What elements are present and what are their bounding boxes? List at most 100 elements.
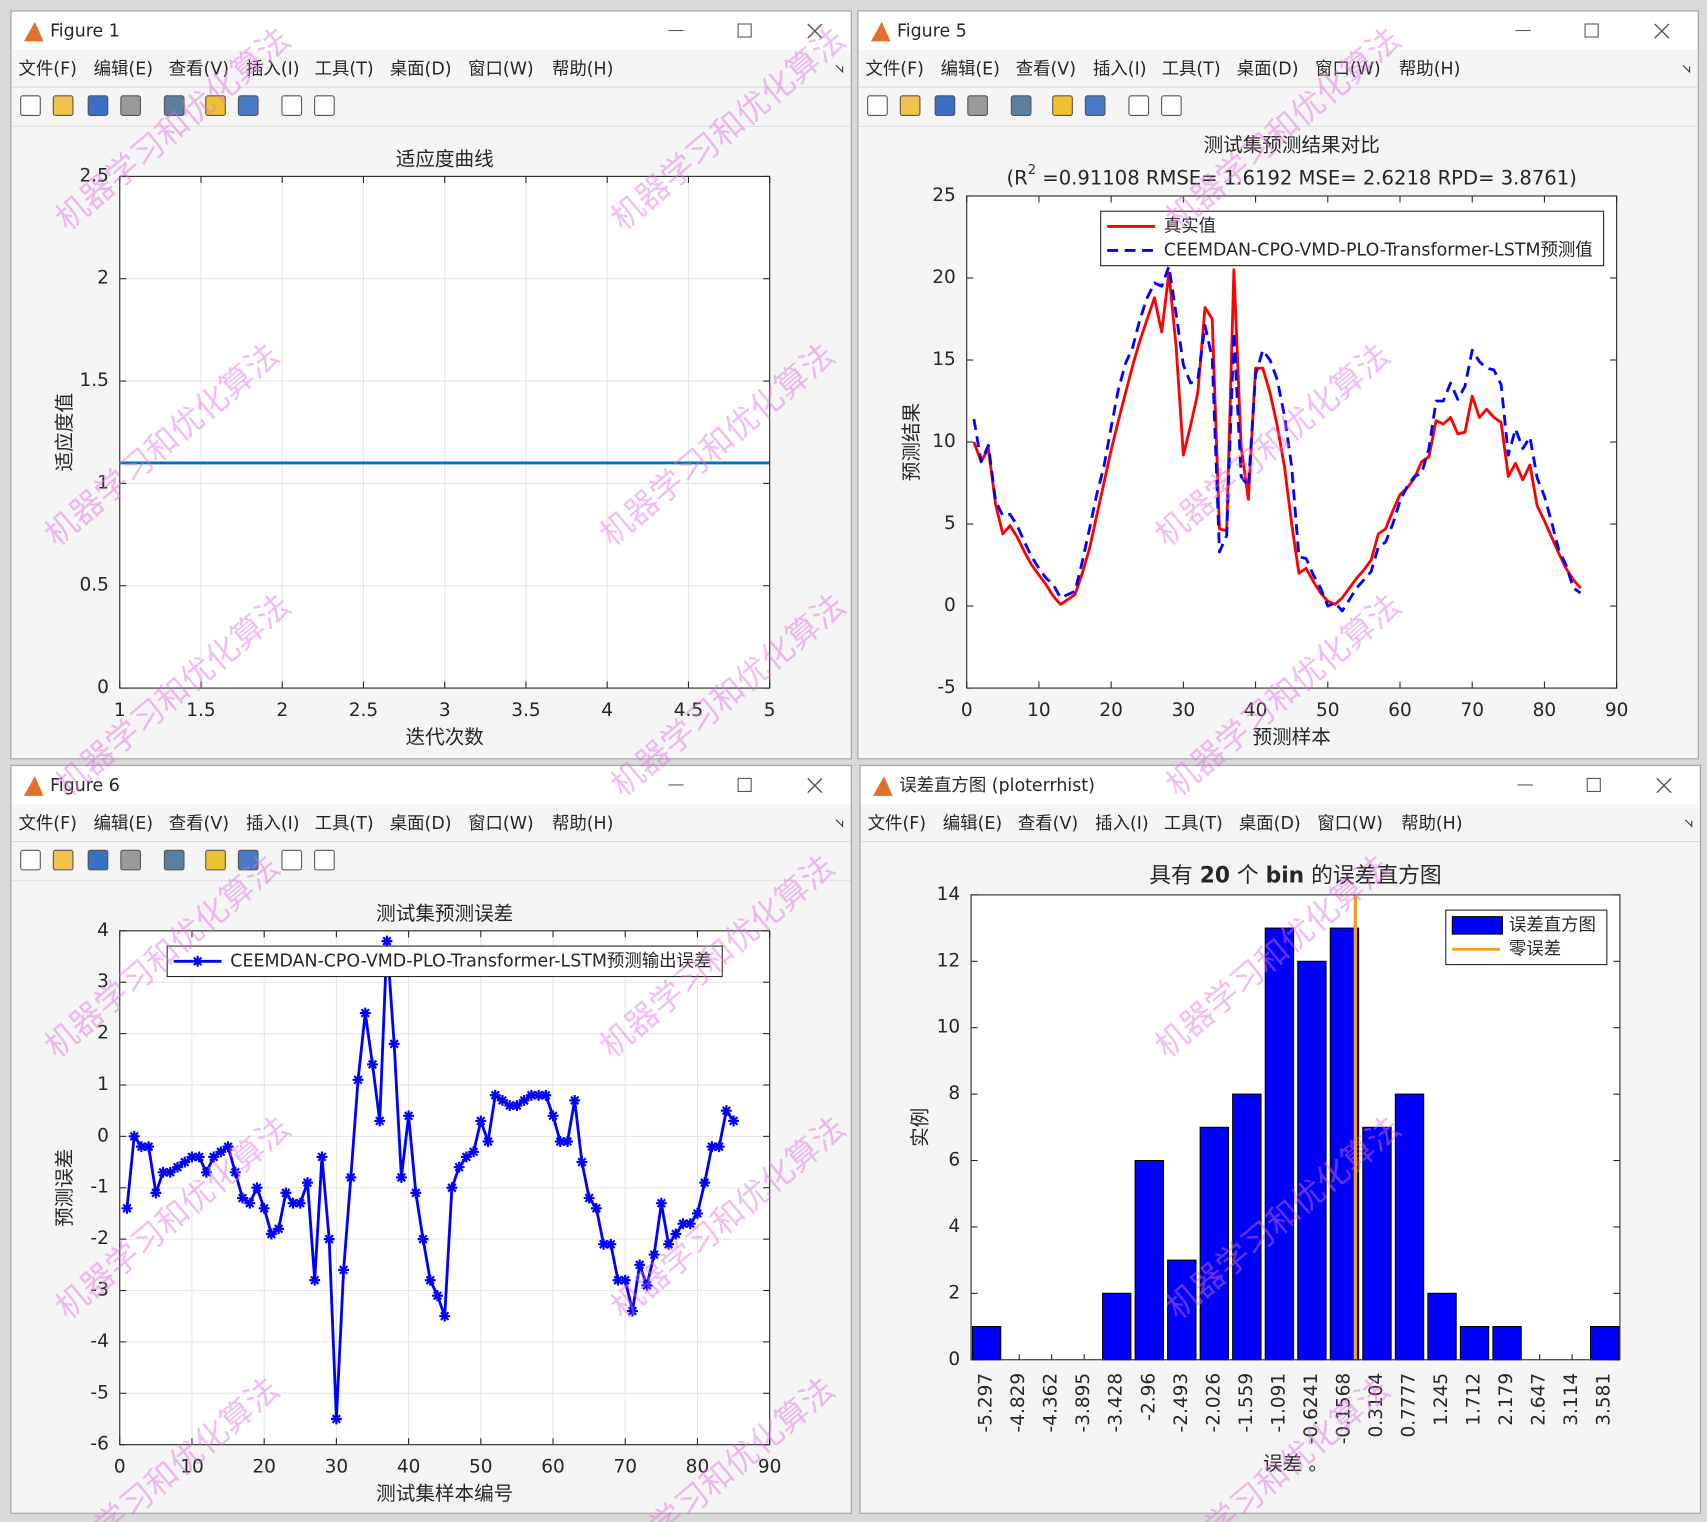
toolbar-button[interactable] [87, 849, 109, 871]
toolbar-button[interactable] [205, 849, 226, 871]
data-marker [583, 1192, 595, 1204]
close-button[interactable] [1656, 777, 1672, 794]
data-marker [540, 1089, 552, 1101]
maximize-button[interactable] [1586, 777, 1601, 793]
menu-item[interactable]: 编辑(E) [943, 814, 1002, 834]
menu-item[interactable]: 工具(T) [315, 60, 374, 80]
y-tick-label: 14 [937, 884, 961, 905]
toolbar-button[interactable] [237, 849, 259, 871]
data-marker [634, 1259, 646, 1271]
toolbar-button[interactable] [314, 849, 335, 871]
menu-item[interactable]: 查看(V) [169, 814, 229, 834]
toolbar-button[interactable] [1010, 95, 1032, 116]
toolbar-button[interactable] [967, 95, 988, 116]
maximize-button[interactable] [1584, 23, 1599, 38]
menu-item[interactable]: 窗口(W) [1317, 814, 1383, 834]
y-tick-label: 2.5 [79, 165, 108, 186]
toolbar-button[interactable] [899, 95, 921, 116]
bar [1427, 1292, 1457, 1361]
x-tick-label: 0.3104 [1366, 1373, 1387, 1438]
toolbar-button[interactable] [1161, 95, 1182, 116]
y-tick-label: 12 [937, 950, 961, 971]
menu-item[interactable]: 桌面(D) [390, 814, 452, 834]
legend-label: CEEMDAN-CPO-VMD-PLO-Transformer-LSTM预测输出… [230, 951, 711, 971]
menu-item[interactable]: 帮助(H) [552, 60, 613, 80]
data-marker [323, 1233, 335, 1245]
toolbar-button[interactable] [281, 95, 303, 116]
x-tick-label: 1.5 [186, 700, 215, 721]
menu-item[interactable]: 文件(F) [19, 60, 77, 80]
data-marker [576, 1156, 588, 1168]
menu-item[interactable]: 查看(V) [169, 60, 229, 80]
y-axis-label: 预测结果 [900, 403, 923, 481]
close-button[interactable] [807, 777, 823, 794]
close-button[interactable] [807, 23, 823, 39]
menu-item[interactable]: 工具(T) [1164, 814, 1223, 834]
toolbar-button[interactable] [163, 849, 185, 871]
toolbar-button[interactable] [934, 95, 956, 116]
data-line [972, 268, 1582, 606]
menu-item[interactable]: 桌面(D) [1237, 60, 1299, 80]
menu-item[interactable]: 帮助(H) [1401, 814, 1462, 834]
toolbar-button[interactable] [281, 849, 303, 871]
menu-item[interactable]: 工具(T) [315, 814, 374, 834]
toolbar-button[interactable] [52, 849, 74, 871]
toolbar-button[interactable] [120, 849, 141, 871]
maximize-button[interactable] [737, 777, 752, 793]
maximize-button[interactable] [737, 23, 752, 38]
menu-item[interactable]: 桌面(D) [1239, 814, 1301, 834]
menu-item[interactable]: 桌面(D) [390, 60, 452, 80]
menu-item[interactable]: 文件(F) [865, 60, 923, 80]
menu-item[interactable]: 插入(I) [1095, 814, 1149, 834]
toolbar-button[interactable] [1052, 95, 1073, 116]
y-tick-label: 2 [97, 1023, 109, 1044]
data-marker [699, 1177, 711, 1189]
toolbar-button[interactable] [237, 95, 259, 116]
menu-item[interactable]: 查看(V) [1016, 60, 1076, 80]
chart-title: 测试集预测误差 [376, 902, 513, 925]
toolbar-button[interactable] [120, 95, 141, 116]
data-marker [453, 1161, 465, 1173]
x-tick-label: 1 [114, 700, 126, 721]
data-marker [511, 1100, 523, 1111]
toolbar-button[interactable] [20, 95, 41, 116]
menu-item[interactable]: 编辑(E) [94, 814, 153, 834]
toolbar-button[interactable] [1084, 95, 1106, 116]
toolbar-button[interactable] [52, 95, 74, 116]
x-tick-label: 3.581 [1594, 1373, 1615, 1426]
x-tick-label: 70 [613, 1457, 637, 1478]
toolbar-button[interactable] [1128, 95, 1150, 116]
toolbar-button[interactable] [205, 95, 226, 116]
menu-item[interactable]: 查看(V) [1018, 814, 1078, 834]
menu-item[interactable]: 编辑(E) [94, 60, 153, 80]
x-tick-label: 20 [252, 1457, 276, 1478]
toolbar-button[interactable] [314, 95, 335, 116]
legend-box [1100, 210, 1605, 267]
menu-item[interactable]: 文件(F) [19, 814, 77, 834]
data-marker [706, 1141, 718, 1153]
toolbar-button[interactable] [163, 95, 185, 116]
menu-item[interactable]: 插入(I) [246, 60, 300, 80]
menu-item[interactable]: 文件(F) [868, 814, 926, 834]
menu-item[interactable]: 插入(I) [246, 814, 300, 834]
menu-item[interactable]: 编辑(E) [941, 60, 1000, 80]
toolbar-button[interactable] [87, 95, 109, 116]
menu-item[interactable]: 插入(I) [1093, 60, 1147, 80]
menu-item[interactable]: 工具(T) [1162, 60, 1221, 80]
close-button[interactable] [1654, 23, 1670, 39]
y-tick-label: 1 [97, 1074, 109, 1095]
toolbar-button[interactable] [867, 95, 888, 116]
menu-item[interactable]: 帮助(H) [552, 814, 613, 834]
data-marker [258, 1202, 270, 1214]
app-icon [23, 776, 44, 796]
x-tick-label: 90 [758, 1457, 782, 1478]
y-tick-label: -4 [90, 1331, 108, 1352]
toolbar-button[interactable] [20, 849, 41, 871]
menu-item[interactable]: 窗口(W) [1315, 60, 1381, 80]
menu-item[interactable]: 窗口(W) [468, 60, 534, 80]
data-marker [251, 1182, 263, 1194]
data-marker [316, 1151, 328, 1163]
menu-item[interactable]: 窗口(W) [468, 814, 534, 834]
menu-item[interactable]: 帮助(H) [1399, 60, 1460, 80]
